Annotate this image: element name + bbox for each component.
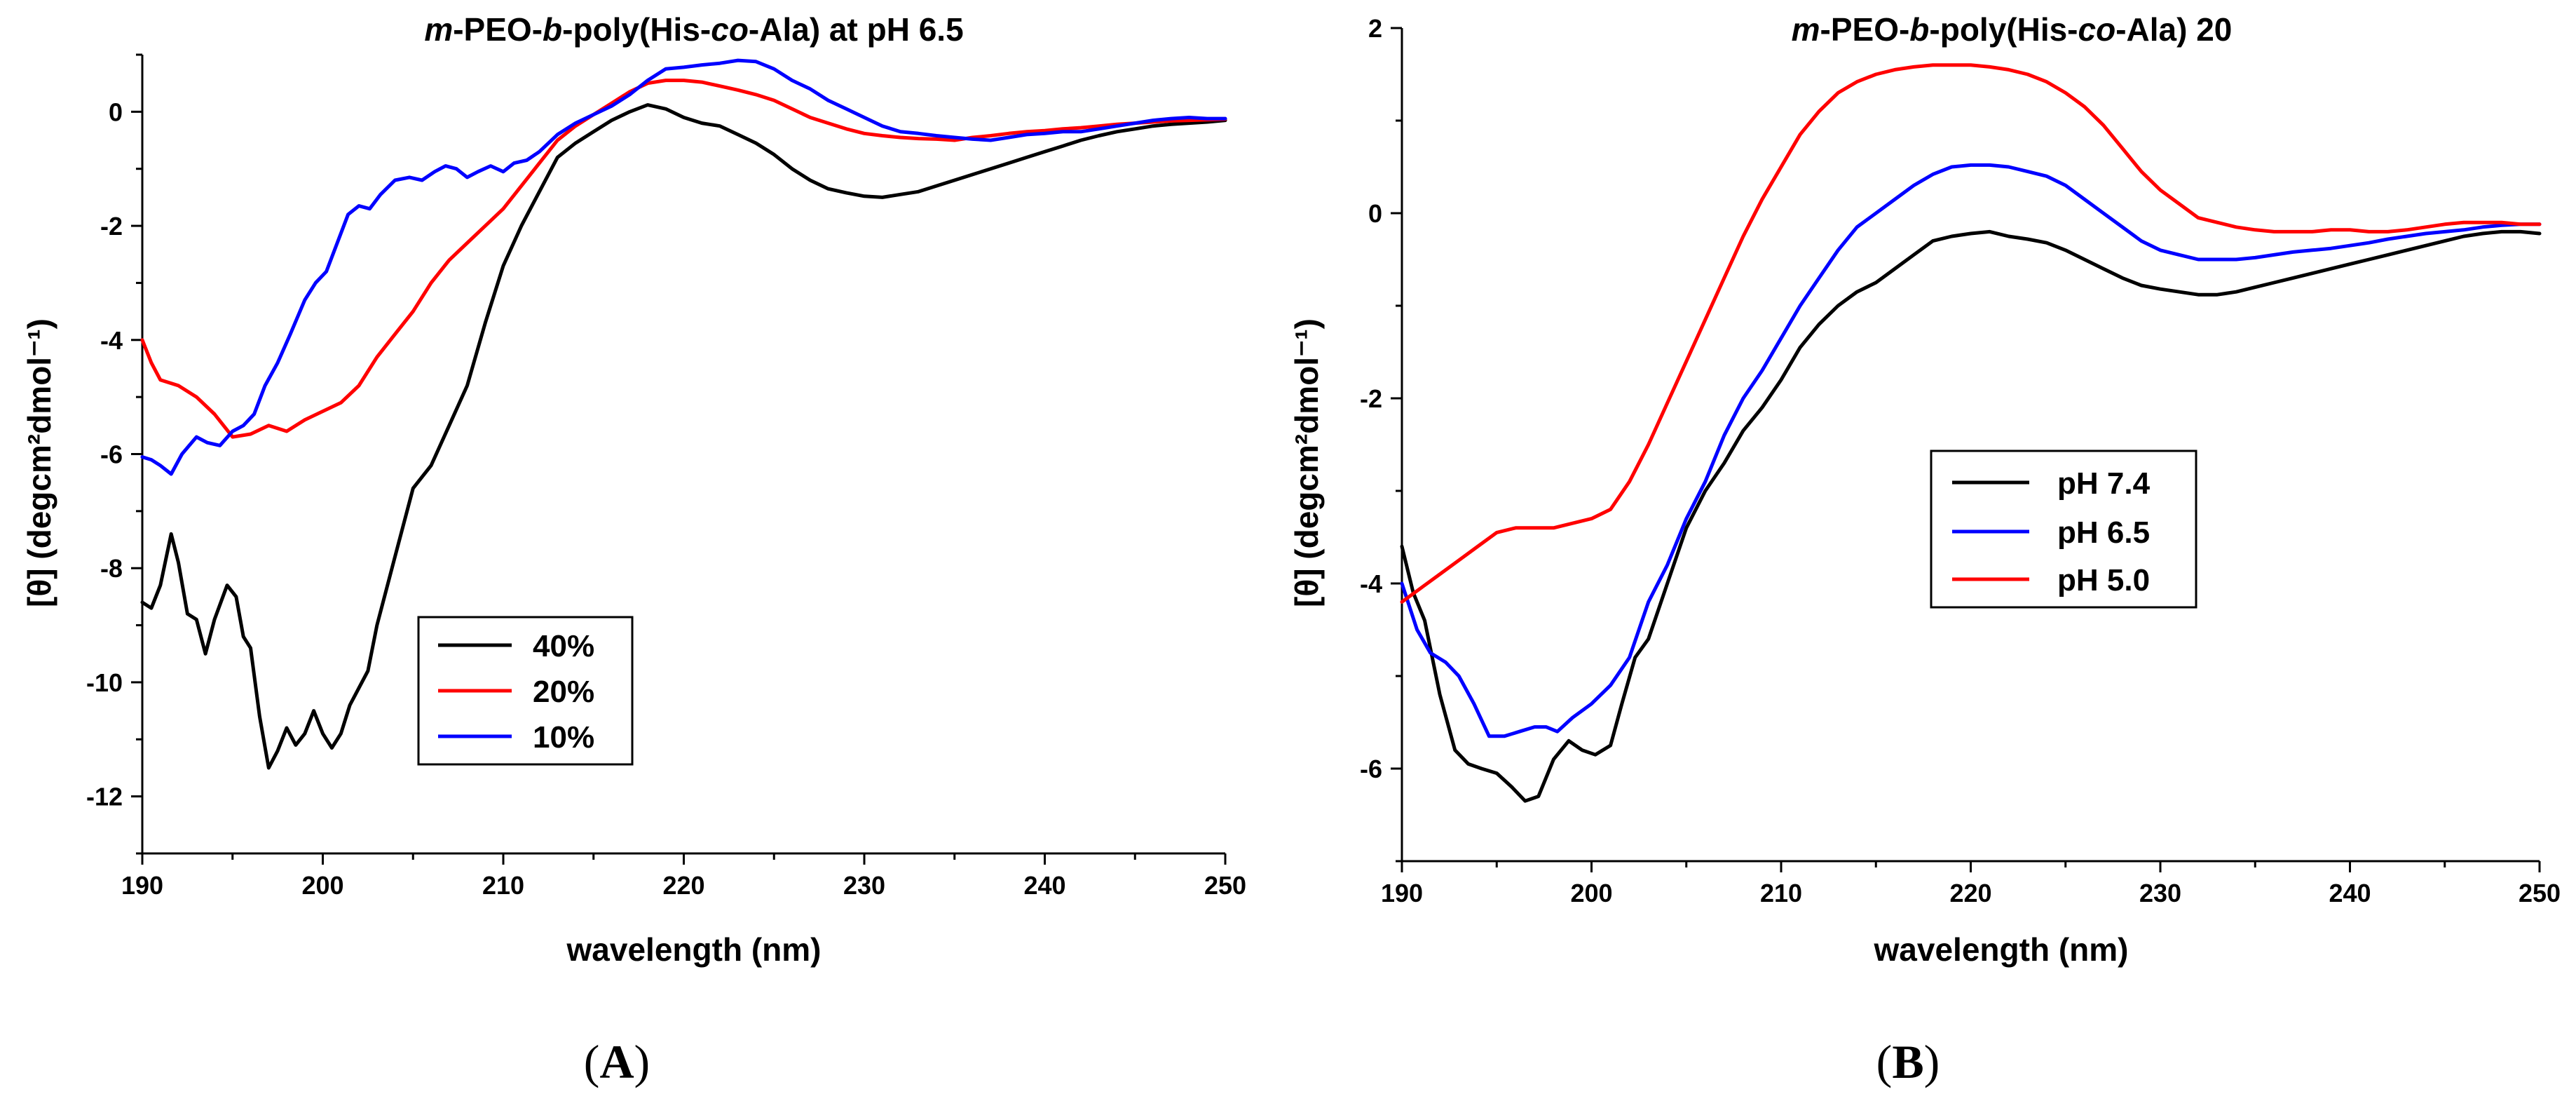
- panel-a-series: [140, 58, 1227, 770]
- x-tick-label: 200: [1570, 879, 1612, 907]
- x-tick-label: 240: [1023, 871, 1065, 900]
- title-part: co: [711, 11, 749, 48]
- x-tick-label: 230: [2139, 879, 2181, 907]
- legend-label-10: 10%: [533, 720, 594, 755]
- panel-a-label: (A): [584, 1035, 650, 1088]
- legend-label-40: 40%: [533, 629, 594, 663]
- y-tick-label: -6: [100, 440, 123, 469]
- title-part: -poly(His-: [1929, 11, 2078, 48]
- series-line-40: [140, 103, 1227, 770]
- title-part: co: [2078, 11, 2116, 48]
- y-tick-label: -12: [86, 783, 123, 811]
- title-part: b: [543, 11, 562, 48]
- x-tick-label: 250: [2519, 879, 2561, 907]
- title-part: -Ala) at pH 6.5: [749, 11, 964, 48]
- x-tick-label: 220: [662, 871, 704, 900]
- y-tick-label: -2: [1360, 384, 1382, 413]
- y-tick-label: -2: [100, 212, 123, 241]
- y-tick-label: -8: [100, 554, 123, 583]
- title-part: -Ala) 20: [2115, 11, 2232, 48]
- panel-b-label: (B): [1876, 1035, 1940, 1088]
- x-tick-label: 200: [301, 871, 343, 900]
- legend-label-ph50: pH 5.0: [2057, 563, 2150, 597]
- y-tick-label: 0: [109, 97, 123, 126]
- title-part: -poly(His-: [562, 11, 711, 48]
- x-tick-label: 220: [1949, 879, 1991, 907]
- title-part: m: [1792, 11, 1820, 48]
- series-line-10: [140, 58, 1227, 476]
- series-line-ph74: [1400, 229, 2542, 803]
- y-tick-label: -10: [86, 668, 123, 697]
- legend-label-ph74: pH 7.4: [2057, 466, 2151, 501]
- legend-box: [1930, 450, 2197, 609]
- series-line-ph50: [1400, 63, 2542, 604]
- x-tick-label: 190: [121, 871, 163, 900]
- panel-a: m-PEO-b-poly(His-co-Ala) at pH 6.5 190 20…: [21, 11, 1246, 1088]
- panel-a-y-axis-label: [θ] (degcm²dmol⁻¹): [21, 318, 57, 607]
- title-part: m: [424, 11, 453, 48]
- title-part: -PEO-: [1820, 11, 1910, 48]
- panel-a-legend: 40% 20% 10%: [417, 616, 634, 766]
- series-line-20: [140, 79, 1227, 439]
- x-tick-label: 190: [1381, 879, 1423, 907]
- panel-b-series: [1400, 63, 2542, 803]
- panel-b-y-axis-label: [θ] (degcm²dmol⁻¹): [1288, 318, 1325, 607]
- legend-label-ph65: pH 6.5: [2057, 515, 2150, 550]
- x-tick-label: 240: [2329, 879, 2371, 907]
- title-part: b: [1909, 11, 1929, 48]
- panel-b-legend: pH 7.4 pH 6.5 pH 5.0: [1930, 450, 2197, 609]
- x-tick-label: 250: [1204, 871, 1246, 900]
- y-tick-label: -4: [1360, 569, 1382, 598]
- title-part: -PEO-: [453, 11, 543, 48]
- x-tick-label: 210: [482, 871, 524, 900]
- series-line-ph65: [1400, 163, 2542, 738]
- y-tick-label: 0: [1368, 199, 1382, 228]
- y-tick-label: -4: [100, 326, 123, 355]
- panel-a-x-axis-label: wavelength (nm): [566, 931, 822, 968]
- panel-a-letter: A: [599, 1035, 634, 1088]
- x-tick-label: 230: [843, 871, 885, 900]
- panel-b-x-axis-label: wavelength (nm): [1874, 931, 2129, 968]
- y-tick-label: 2: [1368, 14, 1382, 43]
- panel-b: m-PEO-b-poly(His-co-Ala) 20 190 200 210 220…: [1288, 11, 2561, 1088]
- panel-a-title: m-PEO-b-poly(His-co-Ala) at pH 6.5: [424, 11, 963, 48]
- x-tick-label: 210: [1760, 879, 1802, 907]
- panel-b-axes: 190 200 210 220 230 240 250 -6 -4 -2 0 2: [1360, 14, 2561, 907]
- legend-label-20: 20%: [533, 675, 594, 709]
- panel-a-axes: 190 200 210 220 230 240 250 -12 -10 -8 -6 -4 -2 0: [86, 53, 1246, 900]
- panel-b-letter: B: [1892, 1035, 1923, 1088]
- y-tick-label: -6: [1360, 755, 1382, 783]
- panel-b-title: m-PEO-b-poly(His-co-Ala) 20: [1792, 11, 2233, 48]
